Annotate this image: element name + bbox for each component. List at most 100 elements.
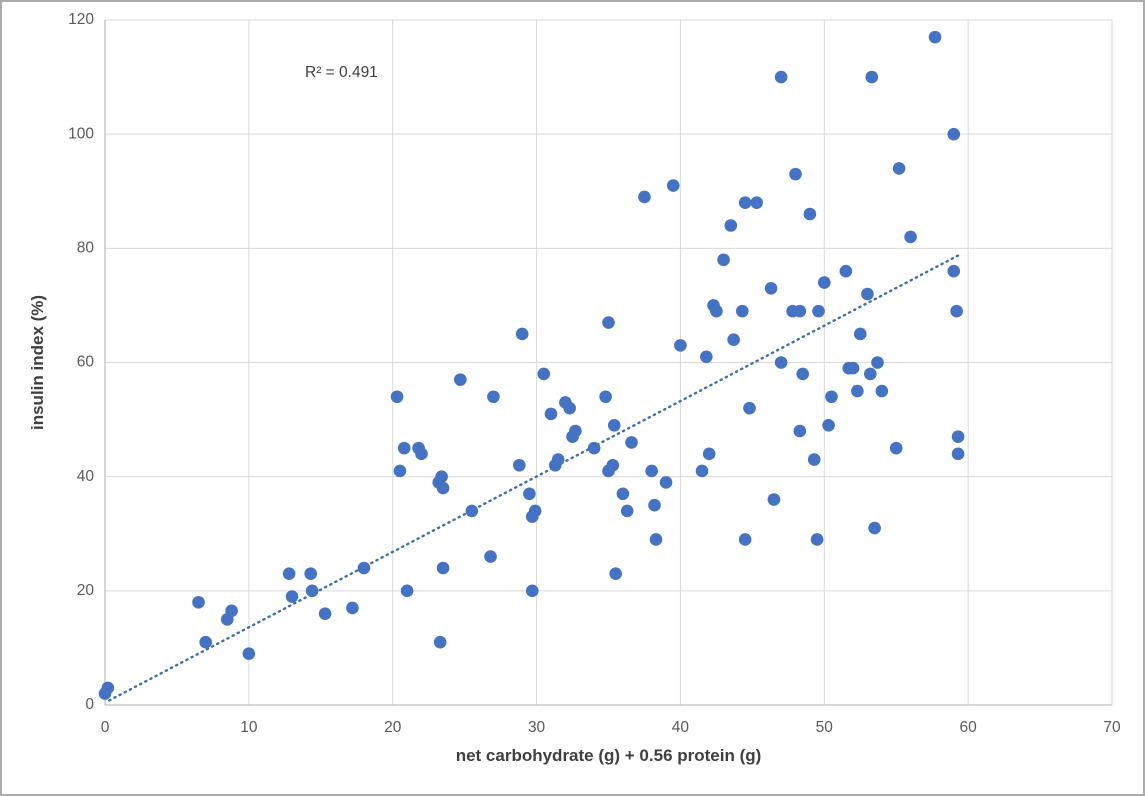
data-point — [625, 436, 638, 449]
data-point — [947, 127, 961, 141]
data-point — [796, 367, 810, 381]
data-point — [648, 498, 661, 512]
y-tick-label: 80 — [77, 239, 95, 256]
data-point — [515, 327, 529, 341]
data-point — [225, 604, 238, 618]
data-point — [950, 304, 963, 318]
y-tick-label: 100 — [68, 125, 94, 142]
data-point — [282, 567, 296, 581]
data-point — [889, 441, 903, 455]
data-point — [645, 464, 658, 478]
data-point — [871, 356, 884, 369]
data-point — [390, 390, 404, 404]
data-point — [305, 584, 319, 598]
data-point — [569, 424, 582, 438]
x-tick-label: 20 — [384, 719, 402, 736]
data-point — [851, 384, 864, 398]
x-tick-label: 60 — [960, 719, 978, 736]
data-point — [551, 453, 565, 466]
data-point — [727, 333, 740, 346]
data-point — [433, 635, 447, 649]
data-point — [774, 356, 788, 369]
data-point — [710, 304, 723, 318]
data-point — [528, 504, 542, 518]
data-point — [793, 424, 807, 438]
data-point — [285, 590, 299, 603]
data-point — [609, 567, 622, 581]
data-point — [638, 190, 651, 204]
data-point — [318, 607, 332, 620]
data-point — [397, 441, 411, 455]
x-tick-label: 0 — [101, 719, 110, 736]
data-point — [607, 418, 621, 432]
data-point — [563, 401, 576, 415]
data-point — [606, 458, 620, 472]
data-point — [101, 681, 115, 695]
data-point — [659, 476, 673, 489]
data-point — [435, 470, 448, 483]
data-point — [587, 441, 601, 455]
y-tick-label: 60 — [77, 354, 95, 371]
x-tick-label: 50 — [816, 719, 834, 736]
data-point — [400, 584, 414, 598]
data-point — [346, 601, 359, 615]
data-point — [523, 487, 536, 501]
data-point — [789, 167, 802, 181]
y-axis-title: insulin index (%) — [28, 294, 47, 431]
data-point — [892, 162, 906, 175]
data-point — [702, 447, 716, 461]
data-point — [304, 567, 318, 581]
data-point — [928, 30, 942, 44]
data-point — [415, 447, 428, 461]
data-point — [484, 550, 497, 563]
data-point — [717, 253, 730, 267]
data-point — [951, 430, 965, 444]
x-tick-label: 30 — [528, 719, 546, 736]
data-point — [525, 584, 539, 598]
data-point — [750, 196, 763, 209]
x-axis-title: net carbohydrate (g) + 0.56 protein (g) — [455, 746, 762, 765]
data-point — [465, 504, 479, 518]
data-point — [825, 390, 838, 404]
data-point — [864, 367, 877, 381]
data-point — [393, 464, 407, 478]
data-point — [735, 304, 749, 318]
data-point — [868, 521, 881, 535]
data-point — [602, 316, 615, 329]
data-point — [767, 493, 781, 506]
data-point — [839, 264, 853, 278]
data-point — [865, 70, 879, 84]
data-point — [695, 464, 709, 478]
y-tick-label: 0 — [85, 696, 94, 713]
data-point — [199, 635, 212, 649]
data-point — [743, 401, 756, 415]
y-tick-label: 20 — [77, 582, 95, 599]
data-point — [487, 390, 500, 404]
data-point — [242, 647, 256, 660]
data-point — [513, 458, 526, 472]
data-point — [793, 304, 807, 318]
data-point — [875, 384, 889, 398]
data-point — [620, 504, 634, 518]
data-point — [817, 276, 831, 289]
data-point — [666, 179, 680, 192]
data-point — [951, 447, 965, 461]
data-point — [803, 207, 817, 221]
data-point — [810, 533, 824, 546]
data-point — [738, 196, 752, 209]
data-point — [724, 219, 738, 232]
x-tick-label: 40 — [672, 719, 690, 736]
trendline — [108, 252, 963, 702]
x-tick-label: 10 — [240, 719, 258, 736]
data-point — [774, 70, 788, 84]
data-point — [357, 561, 371, 575]
data-point — [544, 407, 558, 421]
data-point — [738, 533, 752, 546]
data-point — [812, 304, 825, 318]
data-point — [807, 453, 821, 466]
data-point — [822, 418, 835, 432]
data-point — [192, 595, 205, 609]
y-tick-label: 120 — [68, 11, 94, 28]
data-point — [700, 350, 713, 364]
